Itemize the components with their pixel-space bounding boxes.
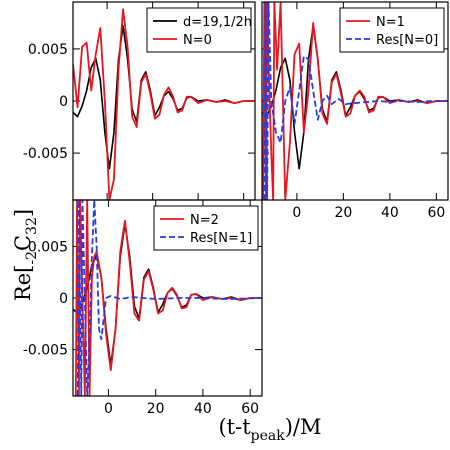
x-tick-label: 20 [147,401,165,417]
legend-box [146,7,252,53]
y-tick-label: 0 [59,94,68,110]
series-line-Res[N=0] [263,2,448,200]
panel-top-left: -0.005 0 0.005 d=19,1/2h N=0 [23,1,256,201]
series-line-N=1 [262,2,448,200]
y-tick-label: 0 [59,291,68,307]
y-tick-label: 0.005 [28,42,68,58]
legend-box [153,205,259,251]
panel-top-right: 0 20 40 60 N=1 Res[N=0] [261,1,449,221]
series-line-N=0 [73,8,255,200]
legend-label: N=0 [183,33,212,48]
panel-bottom-left: -0.005 0 0.005 0 20 40 60 N=2 Res[N=1] [23,199,263,417]
legend-label: N=2 [190,213,219,228]
y-tick-label: 0.005 [28,239,68,255]
legend-label: d=19,1/2h [183,15,252,30]
y-tick-label: -0.005 [23,343,68,359]
plot-frame [261,1,449,201]
legend: d=19,1/2h N=0 [146,7,252,53]
y-tick-label: -0.005 [23,146,68,162]
legend-label: Res[N=0] [376,33,438,48]
x-tick-label: 60 [427,205,445,221]
x-axis-label: (t-tpeak)/M [218,415,321,444]
legend-box [339,7,445,53]
legend-label: Res[N=1] [190,231,252,246]
x-tick-label: 60 [241,401,259,417]
x-tick-label: 0 [104,401,113,417]
y-axis-label: Re[-2C32] [11,209,40,301]
x-tick-label: 20 [334,205,352,221]
legend: N=1 Res[N=0] [339,7,445,53]
plot-frame [72,199,263,397]
x-tick-label: 0 [292,205,301,221]
x-tick-label: 40 [194,401,212,417]
legend: N=2 Res[N=1] [153,205,259,251]
x-tick-label: 40 [381,205,399,221]
series-line-N=2 [74,200,262,396]
legend-label: N=1 [376,15,405,30]
